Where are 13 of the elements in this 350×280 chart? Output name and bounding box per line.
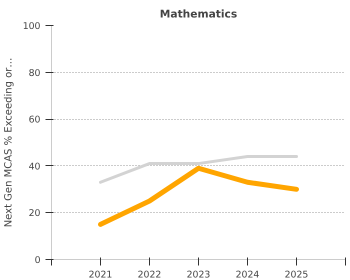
y-tick-label: 40: [28, 161, 41, 172]
y-tick-label: 20: [28, 208, 41, 220]
x-tick-label: 2024: [236, 270, 260, 280]
y-tick-label: 100: [22, 21, 41, 32]
x-tick-label: 2025: [284, 270, 308, 280]
chart-title: Mathematics: [160, 8, 238, 20]
y-tick-label: 60: [28, 114, 41, 126]
y-axis-title: Next Gen MCAS % Exceeding or…: [4, 58, 15, 228]
x-tick-label: 2023: [186, 270, 210, 280]
x-tick-label: 2022: [138, 270, 162, 280]
y-tick-label: 0: [34, 255, 41, 266]
y-tick-label: 80: [28, 68, 41, 79]
x-tick-label: 2021: [88, 270, 112, 280]
